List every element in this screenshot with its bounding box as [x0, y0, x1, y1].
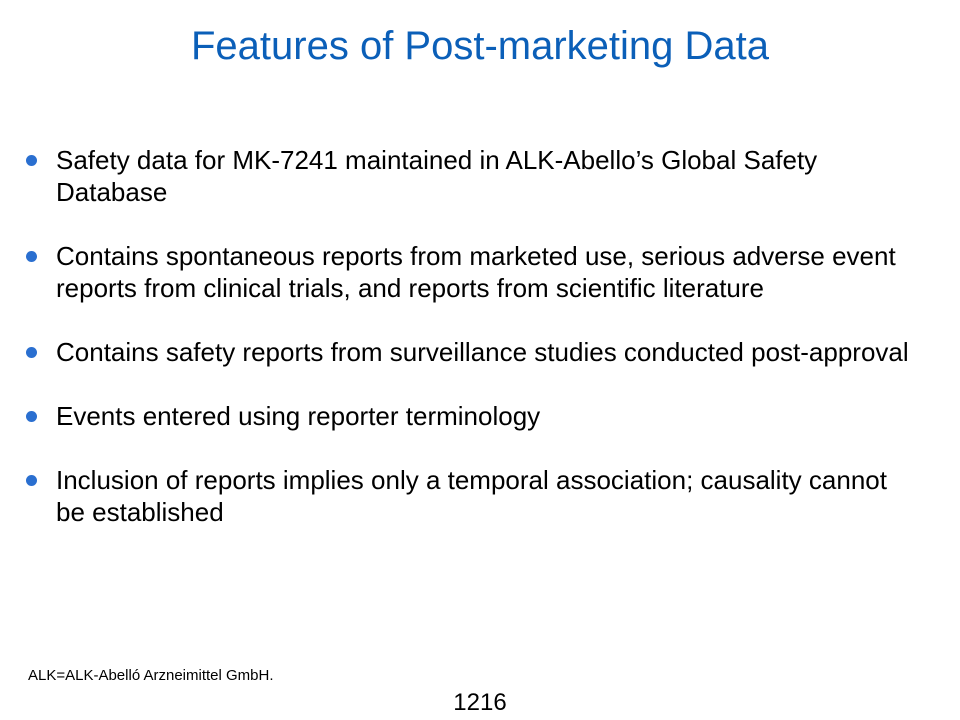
bullet-text: Safety data for MK-7241 maintained in AL… [56, 145, 818, 207]
slide-title: Features of Post-marketing Data [190, 24, 770, 68]
bullet-item: Events entered using reporter terminolog… [22, 400, 922, 432]
bullet-item: Safety data for MK-7241 maintained in AL… [22, 144, 922, 208]
bullet-dot-icon [26, 251, 37, 262]
bullet-text: Contains spontaneous reports from market… [56, 241, 896, 303]
bullet-item: Contains safety reports from surveillanc… [22, 336, 922, 368]
bullet-list: Safety data for MK-7241 maintained in AL… [22, 144, 922, 560]
bullet-dot-icon [26, 411, 37, 422]
bullet-text: Contains safety reports from surveillanc… [56, 337, 909, 367]
footnote: ALK=ALK-Abelló Arzneimittel GmbH. [28, 667, 274, 684]
bullet-dot-icon [26, 475, 37, 486]
bullet-text: Events entered using reporter terminolog… [56, 401, 541, 431]
bullet-dot-icon [26, 155, 37, 166]
bullet-dot-icon [26, 347, 37, 358]
page-number: 1216 [453, 689, 507, 716]
bullet-text: Inclusion of reports implies only a temp… [56, 465, 887, 527]
bullet-item: Inclusion of reports implies only a temp… [22, 464, 922, 528]
bullet-item: Contains spontaneous reports from market… [22, 240, 922, 304]
